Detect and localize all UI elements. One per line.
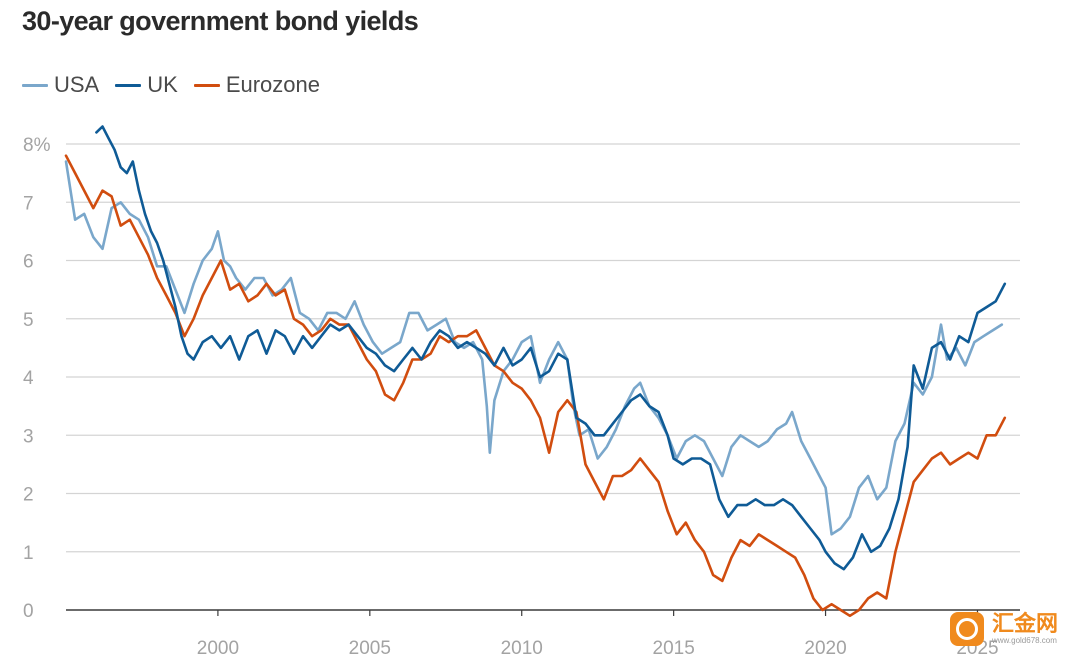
series-lines bbox=[64, 125, 1007, 618]
y-axis-tick-labels: 8% 7 6 5 4 3 2 1 0 bbox=[23, 135, 51, 622]
y-tick-label: 2 bbox=[23, 485, 34, 506]
y-tick-label: 3 bbox=[23, 426, 34, 447]
x-axis-tick-labels: 2000 2005 2010 2015 2020 2025 bbox=[197, 638, 999, 659]
watermark-name: 汇金网 bbox=[992, 611, 1059, 636]
chart-title: 30-year government bond yields bbox=[22, 6, 419, 36]
y-tick-label: 0 bbox=[23, 601, 34, 622]
legend-label-eurozone: Eurozone bbox=[225, 72, 320, 97]
y-tick-label: 4 bbox=[23, 368, 34, 389]
watermark-url: www.gold678.com bbox=[992, 636, 1057, 645]
legend-label-usa: USA bbox=[54, 72, 100, 97]
series-line-eurozone bbox=[64, 154, 1007, 618]
x-tick-label: 2005 bbox=[349, 638, 391, 659]
legend-swatch-usa bbox=[22, 83, 48, 87]
legend: USA UK Eurozone bbox=[22, 72, 336, 98]
legend-item-usa: USA bbox=[22, 72, 99, 98]
x-tick-label: 2000 bbox=[197, 638, 239, 659]
legend-swatch-uk bbox=[115, 83, 142, 87]
legend-item-eurozone: Eurozone bbox=[193, 72, 320, 98]
x-tick-label: 2015 bbox=[653, 638, 695, 659]
y-tick-label: 5 bbox=[23, 310, 34, 331]
x-tick-label: 2020 bbox=[804, 638, 846, 659]
y-tick-label: 8% bbox=[23, 135, 51, 156]
gridlines bbox=[66, 143, 1020, 616]
series-line-uk bbox=[95, 125, 1007, 571]
legend-item-uk: UK bbox=[115, 72, 178, 98]
y-tick-label: 6 bbox=[23, 252, 34, 273]
y-tick-label: 7 bbox=[23, 193, 34, 214]
watermark: 汇金网 www.gold678.com bbox=[950, 612, 1058, 646]
watermark-logo-icon bbox=[950, 612, 984, 646]
legend-label-uk: UK bbox=[147, 72, 178, 97]
legend-swatch-eurozone bbox=[193, 83, 220, 87]
series-line-usa bbox=[64, 160, 1004, 536]
y-tick-label: 1 bbox=[23, 543, 34, 564]
x-tick-label: 2010 bbox=[501, 638, 543, 659]
